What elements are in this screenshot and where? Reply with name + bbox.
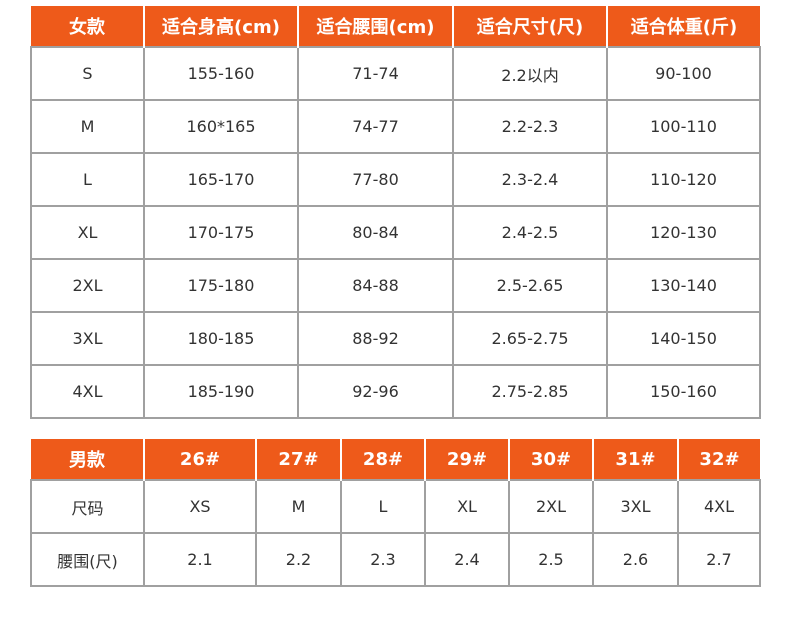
men-size-table: 男款 26# 27# 28# 29# 30# 31# 32# 尺码 XS M L… bbox=[30, 439, 761, 587]
table-cell: 2.5-2.65 bbox=[452, 258, 608, 313]
men-header-size-26: 26# bbox=[143, 439, 256, 480]
men-header-size-32: 32# bbox=[677, 439, 760, 480]
table-cell: 120-130 bbox=[606, 205, 761, 260]
table-row: 腰围(尺) 2.1 2.2 2.3 2.4 2.5 2.6 2.7 bbox=[30, 532, 761, 587]
men-header-style: 男款 bbox=[31, 439, 144, 480]
table-cell: 2XL bbox=[508, 479, 594, 534]
table-cell: 2.5 bbox=[508, 532, 594, 587]
women-header-weight: 适合体重(斤) bbox=[606, 6, 760, 47]
table-cell: 160*165 bbox=[143, 99, 299, 154]
women-header-row: 女款 适合身高(cm) 适合腰围(cm) 适合尺寸(尺) 适合体重(斤) bbox=[31, 6, 760, 47]
table-cell: XL bbox=[424, 479, 510, 534]
table-cell: 3XL bbox=[30, 311, 145, 366]
men-header-size-27: 27# bbox=[255, 439, 341, 480]
table-cell: 90-100 bbox=[606, 46, 761, 101]
table-cell: 2.4-2.5 bbox=[452, 205, 608, 260]
table-cell: 2.2 bbox=[255, 532, 342, 587]
table-cell: 4XL bbox=[30, 364, 145, 419]
table-cell: XL bbox=[30, 205, 145, 260]
table-cell: 71-74 bbox=[297, 46, 454, 101]
table-cell: 2.6 bbox=[592, 532, 679, 587]
table-cell: 2.2-2.3 bbox=[452, 99, 608, 154]
table-cell: 92-96 bbox=[297, 364, 454, 419]
table-cell: 185-190 bbox=[143, 364, 299, 419]
men-header-size-30: 30# bbox=[508, 439, 593, 480]
table-cell: 180-185 bbox=[143, 311, 299, 366]
table-cell: M bbox=[255, 479, 342, 534]
table-cell: 2.1 bbox=[143, 532, 257, 587]
women-size-table: 女款 适合身高(cm) 适合腰围(cm) 适合尺寸(尺) 适合体重(斤) S 1… bbox=[30, 6, 761, 419]
table-row: 2XL 175-180 84-88 2.5-2.65 130-140 bbox=[30, 258, 761, 313]
table-row: XL 170-175 80-84 2.4-2.5 120-130 bbox=[30, 205, 761, 260]
table-cell: L bbox=[340, 479, 426, 534]
table-cell: 腰围(尺) bbox=[30, 532, 145, 587]
table-cell: 2.65-2.75 bbox=[452, 311, 608, 366]
men-header-size-28: 28# bbox=[340, 439, 425, 480]
table-cell: 170-175 bbox=[143, 205, 299, 260]
table-cell: S bbox=[30, 46, 145, 101]
table-cell: 尺码 bbox=[30, 479, 145, 534]
table-cell: 2.3-2.4 bbox=[452, 152, 608, 207]
table-cell: 2.2以内 bbox=[452, 46, 608, 101]
table-cell: 175-180 bbox=[143, 258, 299, 313]
men-header-row: 男款 26# 27# 28# 29# 30# 31# 32# bbox=[31, 439, 760, 480]
table-row: M 160*165 74-77 2.2-2.3 100-110 bbox=[30, 99, 761, 154]
table-row: 3XL 180-185 88-92 2.65-2.75 140-150 bbox=[30, 311, 761, 366]
table-cell: 2.7 bbox=[677, 532, 761, 587]
table-cell: 165-170 bbox=[143, 152, 299, 207]
table-cell: 80-84 bbox=[297, 205, 454, 260]
table-row: L 165-170 77-80 2.3-2.4 110-120 bbox=[30, 152, 761, 207]
table-cell: 100-110 bbox=[606, 99, 761, 154]
table-cell: 77-80 bbox=[297, 152, 454, 207]
table-cell: 150-160 bbox=[606, 364, 761, 419]
table-cell: 130-140 bbox=[606, 258, 761, 313]
table-cell: 2.4 bbox=[424, 532, 510, 587]
men-header-size-29: 29# bbox=[424, 439, 509, 480]
table-cell: 88-92 bbox=[297, 311, 454, 366]
table-cell: 140-150 bbox=[606, 311, 761, 366]
men-header-size-31: 31# bbox=[592, 439, 678, 480]
table-row: 尺码 XS M L XL 2XL 3XL 4XL bbox=[30, 479, 761, 534]
table-row: S 155-160 71-74 2.2以内 90-100 bbox=[30, 46, 761, 101]
table-cell: 2.3 bbox=[340, 532, 426, 587]
table-row: 4XL 185-190 92-96 2.75-2.85 150-160 bbox=[30, 364, 761, 419]
women-header-size: 适合尺寸(尺) bbox=[452, 6, 607, 47]
table-cell: 84-88 bbox=[297, 258, 454, 313]
table-cell: XS bbox=[143, 479, 257, 534]
table-cell: 110-120 bbox=[606, 152, 761, 207]
table-cell: 2.75-2.85 bbox=[452, 364, 608, 419]
table-cell: 2XL bbox=[30, 258, 145, 313]
women-header-height: 适合身高(cm) bbox=[143, 6, 298, 47]
table-cell: M bbox=[30, 99, 145, 154]
table-cell: 74-77 bbox=[297, 99, 454, 154]
table-cell: 3XL bbox=[592, 479, 679, 534]
table-cell: L bbox=[30, 152, 145, 207]
table-cell: 4XL bbox=[677, 479, 761, 534]
table-cell: 155-160 bbox=[143, 46, 299, 101]
women-header-waist: 适合腰围(cm) bbox=[297, 6, 453, 47]
women-header-style: 女款 bbox=[31, 6, 144, 47]
